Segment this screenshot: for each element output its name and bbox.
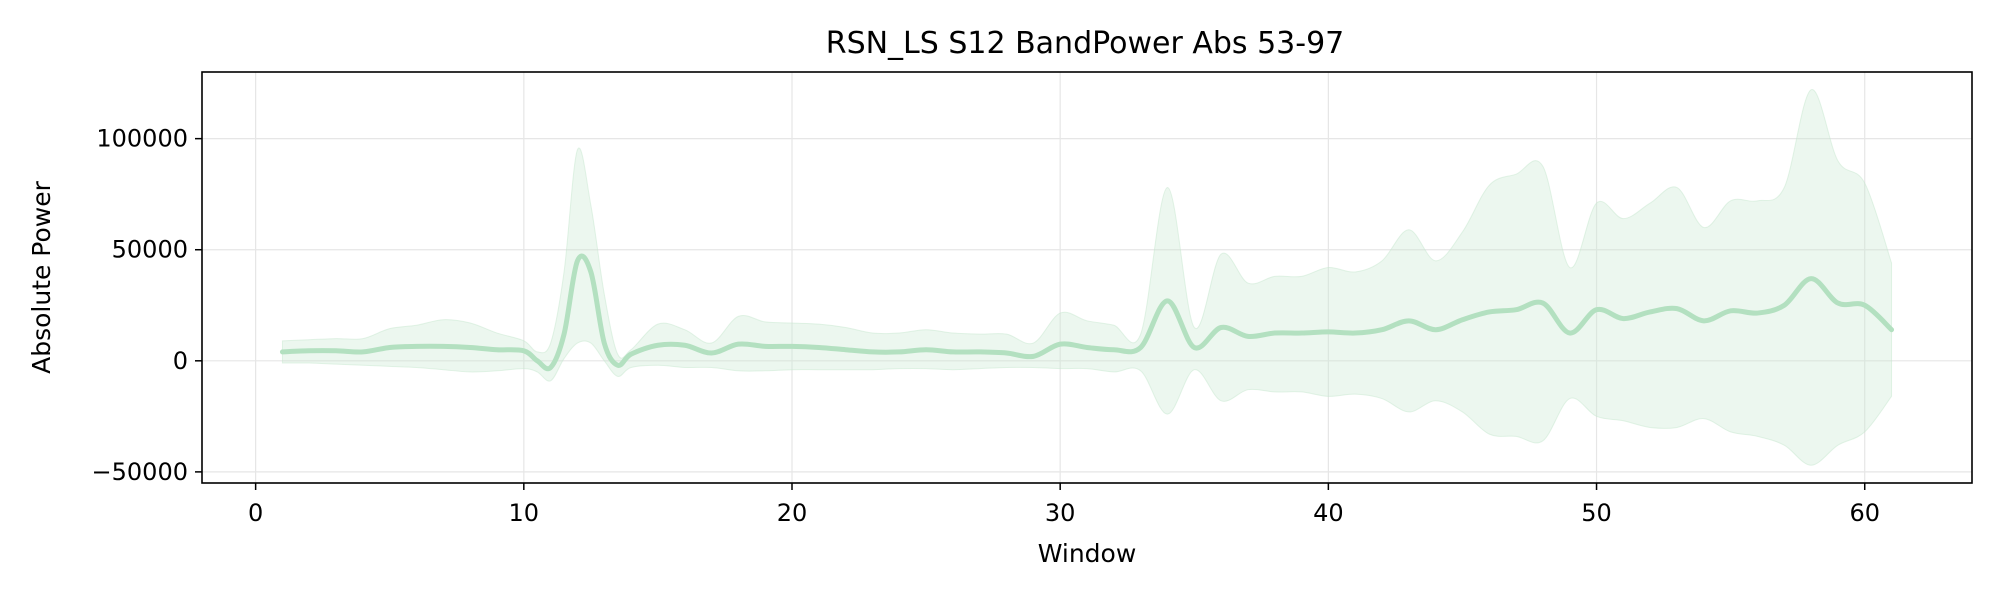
x-tick-label: 40 [1313,499,1344,527]
y-axis-label: Absolute Power [27,180,56,374]
x-axis-label: Window [1038,539,1137,568]
x-tick-label: 50 [1581,499,1612,527]
y-tick-label: 50000 [112,236,188,264]
x-tick-label: 30 [1045,499,1076,527]
mean-line [279,253,1895,372]
grid [202,72,1972,483]
axis-ticks: 0 10 20 30 40 50 60 −50000 0 50000 100000 [92,125,1880,527]
y-tick-label: 0 [173,347,188,375]
x-tick-label: 10 [509,499,540,527]
y-tick-label: −50000 [92,458,188,486]
confidence-band [281,89,1893,466]
x-tick-label: 60 [1849,499,1880,527]
y-tick-label: 100000 [96,125,188,153]
x-tick-label: 20 [777,499,808,527]
plot-frame [201,71,1973,484]
x-tick-label: 0 [248,499,263,527]
chart-title: RSN_LS S12 BandPower Abs 53-97 [826,26,1345,61]
